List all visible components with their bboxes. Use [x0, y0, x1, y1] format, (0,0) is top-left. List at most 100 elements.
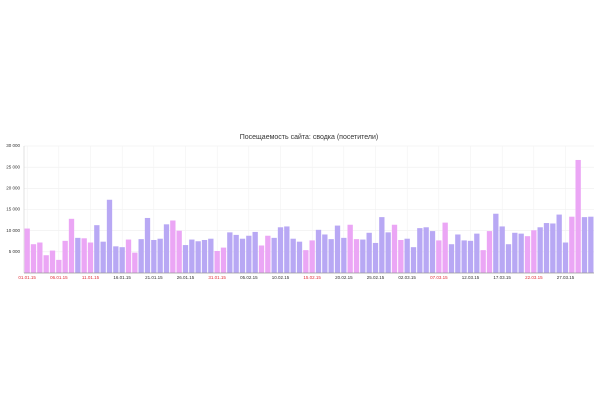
bar: [49, 250, 56, 273]
x-tick-label: 17.03.15: [493, 275, 511, 280]
x-tick-label: 26.01.15: [177, 275, 195, 280]
bar: [436, 240, 442, 273]
bar: [239, 238, 246, 273]
y-tick-label: 30 000: [6, 143, 20, 148]
bar: [461, 240, 467, 273]
y-tick-label: 25 000: [6, 164, 20, 169]
x-tick-label: 15.02.15: [303, 275, 321, 280]
bar: [296, 241, 303, 273]
bar: [68, 218, 75, 273]
bar: [208, 238, 214, 273]
bar: [125, 239, 132, 273]
bar: [284, 226, 290, 273]
bar: [410, 247, 417, 273]
bar: [113, 246, 119, 273]
bar: [170, 220, 176, 273]
bar: [505, 244, 512, 273]
bar: [75, 237, 81, 273]
bar: [138, 239, 144, 273]
x-tick-label: 22.03.15: [525, 275, 543, 280]
x-tick-label: 11.01.15: [82, 275, 100, 280]
x-tick-label: 02.03.15: [398, 275, 416, 280]
bar: [290, 238, 296, 273]
bar: [562, 242, 569, 273]
bar: [448, 244, 455, 273]
x-tick-label: 05.02.15: [240, 275, 258, 280]
bar: [588, 216, 594, 273]
bar: [220, 247, 227, 273]
bar: [189, 239, 195, 273]
bar: [474, 233, 480, 273]
bar: [537, 227, 543, 273]
bar: [429, 231, 436, 273]
x-tick-label: 20.02.15: [335, 275, 353, 280]
bar: [258, 245, 265, 273]
bar: [37, 242, 43, 273]
bar: [182, 245, 189, 273]
y-tick-label: 5 000: [9, 249, 21, 254]
bar: [372, 242, 379, 273]
x-tick-label: 12.03.15: [462, 275, 480, 280]
bar: [518, 233, 524, 273]
y-tick-label: 15 000: [6, 207, 20, 212]
bar: [467, 240, 474, 273]
bar: [24, 228, 30, 273]
bar: [366, 232, 372, 273]
bar: [271, 237, 277, 273]
bar: [543, 223, 550, 273]
x-tick-label: 27.03.15: [557, 275, 575, 280]
bar: [385, 232, 391, 273]
bar: [100, 241, 106, 273]
bar: [106, 199, 113, 273]
bar: [157, 238, 163, 273]
bar: [87, 242, 94, 273]
bar: [43, 255, 49, 273]
bar: [195, 241, 201, 273]
bar: [132, 252, 138, 273]
bar: [417, 228, 423, 273]
bar: [391, 224, 398, 273]
bar: [94, 225, 100, 273]
bar: [531, 230, 537, 273]
bar: [480, 250, 486, 273]
bar: [379, 217, 385, 273]
bar: [442, 222, 448, 273]
bar: [423, 227, 429, 273]
bar: [486, 231, 493, 273]
bar: [30, 244, 37, 273]
bar: [265, 235, 271, 273]
bar: [315, 229, 322, 273]
x-tick-label: 10.02.15: [272, 275, 290, 280]
bar: [81, 238, 87, 273]
x-tick-label: 31.01.15: [208, 275, 226, 280]
bar: [550, 223, 556, 273]
bar: [334, 225, 341, 273]
chart-title: Посещаемость сайта: сводка (посетители): [240, 133, 379, 141]
bar: [201, 239, 208, 273]
bar: [233, 234, 239, 273]
bar: [119, 247, 125, 273]
x-tick-label: 06.01.15: [50, 275, 68, 280]
bar: [404, 238, 410, 273]
bar: [322, 234, 328, 273]
bar: [277, 227, 284, 273]
bar: [144, 217, 151, 273]
x-tick-label: 07.03.15: [430, 275, 448, 280]
bar: [455, 234, 461, 273]
bar: [556, 214, 562, 273]
bar: [56, 259, 62, 273]
x-tick-label: 21.01.15: [145, 275, 163, 280]
bar: [499, 226, 505, 273]
bar: [214, 250, 220, 273]
bar: [360, 239, 366, 273]
bar: [328, 239, 334, 273]
bar: [512, 232, 518, 273]
bar: [62, 240, 68, 273]
bar: [163, 224, 170, 273]
y-tick-label: 20 000: [6, 186, 20, 191]
bar: [347, 224, 353, 273]
y-tick-label: 10 000: [6, 228, 20, 233]
bar: [493, 213, 499, 273]
